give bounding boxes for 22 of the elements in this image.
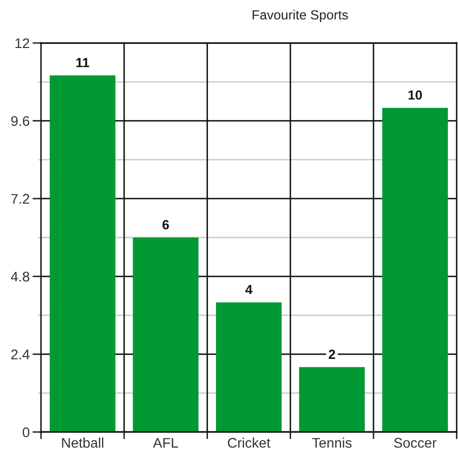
y-tick-label: 12 [16, 38, 30, 48]
data-label: 11 [76, 58, 90, 68]
bar [216, 302, 282, 432]
y-tick-label: 9.6 [11, 116, 30, 126]
data-label: 4 [245, 284, 252, 294]
x-tick-label: Cricket [228, 438, 270, 448]
x-tick-label: Netball [62, 438, 104, 448]
x-tick-label: Soccer [394, 438, 436, 448]
bar [382, 108, 448, 432]
y-tick-label: 7.2 [11, 194, 30, 204]
y-tick-label: 0 [22, 427, 30, 438]
y-tick-label: 2.4 [11, 350, 30, 360]
data-label: 10 [408, 90, 422, 100]
bar [299, 367, 365, 432]
y-tick-label: 4.8 [10, 272, 30, 282]
x-tick-label: AFL [152, 438, 178, 448]
bar [50, 75, 116, 432]
chart-title: Favourite Sports [252, 10, 348, 22]
data-label: 2 [328, 350, 336, 359]
data-label: 6 [162, 220, 169, 230]
x-tick-label: Tennis [312, 438, 352, 448]
bar [132, 238, 199, 432]
